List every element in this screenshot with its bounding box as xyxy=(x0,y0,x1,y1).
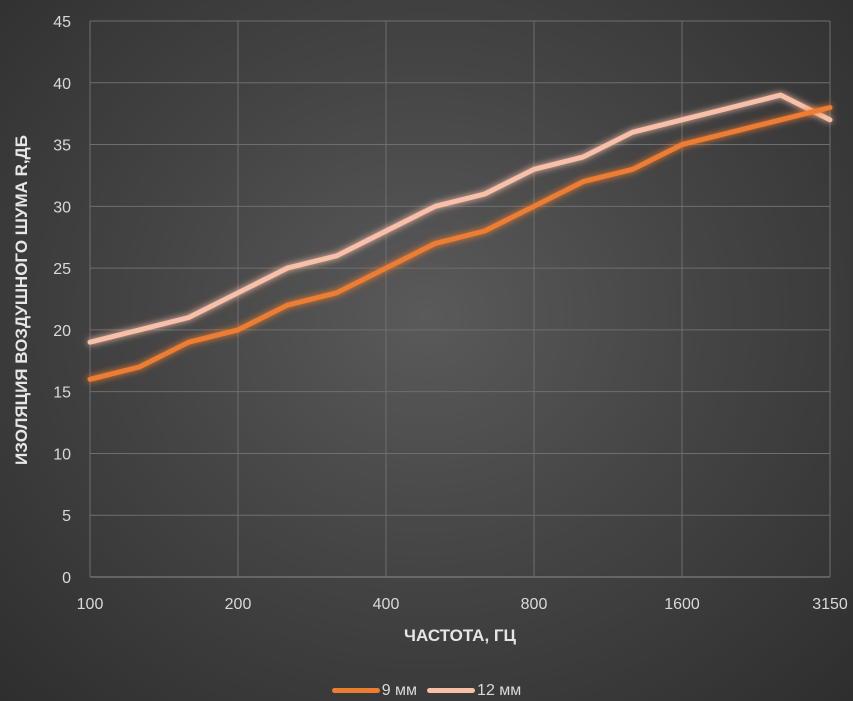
legend: 9 мм 12 мм xyxy=(0,680,853,701)
grid xyxy=(89,20,831,578)
legend-label: 12 мм xyxy=(477,681,522,699)
y-tick-label: 45 xyxy=(53,14,71,31)
y-tick-label: 25 xyxy=(53,261,71,278)
x-axis-title: ЧАСТОТА, ГЦ xyxy=(404,626,517,645)
y-tick-label: 15 xyxy=(53,385,71,402)
series-line-0 xyxy=(87,105,833,382)
y-tick-label: 0 xyxy=(62,570,71,587)
x-tick-label: 400 xyxy=(373,596,400,613)
y-tick-label: 30 xyxy=(53,199,71,216)
y-tick-label: 40 xyxy=(53,76,71,93)
y-axis-ticks: 0 5 10 15 20 25 30 35 40 45 xyxy=(53,14,71,587)
y-tick-label: 5 xyxy=(62,508,71,525)
x-tick-label: 800 xyxy=(521,596,548,613)
legend-label: 9 мм xyxy=(381,681,418,699)
legend-item-9mm: 9 мм xyxy=(331,681,418,700)
x-axis-ticks: 100 200 400 800 1600 3150 xyxy=(77,596,848,613)
y-tick-label: 35 xyxy=(53,138,71,155)
x-tick-label: 200 xyxy=(225,596,252,613)
x-tick-label: 3150 xyxy=(812,596,848,613)
legend-swatch xyxy=(331,688,380,693)
x-tick-label: 100 xyxy=(77,596,104,613)
series-lines xyxy=(87,92,833,382)
y-tick-label: 20 xyxy=(53,323,71,340)
x-tick-label: 1600 xyxy=(664,596,700,613)
legend-swatch xyxy=(427,688,476,693)
legend-item-12mm: 12 мм xyxy=(427,682,521,700)
series-line-1 xyxy=(87,92,833,345)
y-axis-title: ИЗОЛЯЦИЯ ВОЗДУШНОГО ШУМА R,ДБ xyxy=(12,135,31,465)
y-tick-label: 10 xyxy=(53,446,71,463)
